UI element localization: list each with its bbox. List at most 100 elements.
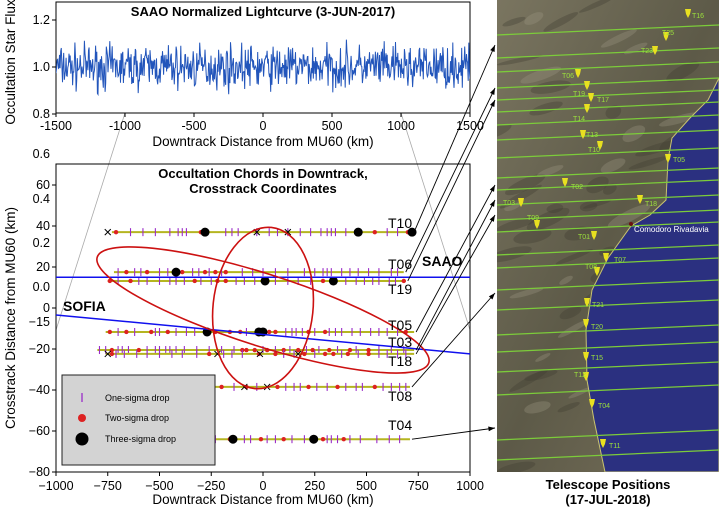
pushpin-icon [589,399,595,408]
pushpin-icon [518,198,524,207]
pin-T18: T18 [637,195,657,208]
two-sigma-mark [192,278,197,284]
shadow-track-line [497,179,719,191]
terrain-patch [557,402,580,413]
two-sigma-mark [144,269,150,275]
lightcurve-xlabel: Downtrack Distance from MU60 (km) [152,134,373,149]
pushpin-icon [600,439,606,448]
legend-three-sigma-marker [75,432,89,446]
pushpin-icon [665,154,671,163]
terrain-patch [666,61,700,82]
three-sigma-mark [353,227,363,237]
chord-T05 [105,327,415,337]
terrain-patch [603,183,617,195]
shadow-track-line [497,47,719,59]
pin-label: T04 [598,403,610,410]
chords-xlabel: Downtrack Distance from MU60 (km) [152,492,373,507]
x-tick-label: −500 [145,479,173,493]
chords-title-line1: Occultation Chords in Downtrack, [158,166,367,181]
pin-label: T06 [562,73,574,80]
two-sigma-mark [258,437,264,442]
chords-axis-ticks: −1000 −750 −500 −250 0 250 500 750 1000 60 40 20 0 −2… [29,147,484,493]
chord-T03 [97,346,415,355]
three-sigma-mark [171,267,181,277]
two-sigma-mark [273,351,278,357]
pushpin-icon [534,220,540,229]
chord-label-T18: T18 [388,353,412,369]
sofia-label: SOFIA [63,298,106,314]
x-tick-label: 1000 [456,479,484,493]
shadow-track-line [497,167,719,179]
pushpin-icon [584,104,590,113]
map-sea [585,77,719,472]
pin-T25: T25 [662,30,674,41]
two-sigma-mark [320,437,326,442]
pushpin-icon [637,195,643,204]
pin-label: T14 [573,116,585,123]
pin-T10: T10 [588,141,603,154]
terrain-patch [509,369,549,392]
terrain-patch [635,139,681,157]
shadow-track-line [497,341,719,353]
pin-label: T21 [592,302,604,309]
terrain-patch [505,173,546,196]
three-sigma-mark [200,227,210,237]
connector-T04 [411,426,496,440]
pin-label: T20 [591,324,603,331]
pin-T15: T15 [583,352,603,362]
two-sigma-mark [341,437,346,442]
pin-label: T23 [641,48,653,55]
y-tick-label: −20 [29,342,50,356]
two-sigma-mark [223,278,228,284]
pin-label: T07 [614,257,626,264]
terrain-patch [520,66,562,84]
two-sigma-mark [320,278,326,284]
legend: One-sigma drop Two-sigma drop Three-sigm… [61,374,216,466]
shadow-track-line [497,449,719,461]
x-tick-label: −750 [94,479,122,493]
x-tick-label: -500 [181,119,206,133]
two-sigma-mark [107,329,113,335]
two-sigma-mark [113,229,119,235]
terrain-patch [502,16,526,27]
x-tick-label: 250 [304,479,325,493]
zoom-guide-left [55,112,126,331]
chord-T19 [107,276,406,286]
pushpin-icon [583,352,589,361]
shadow-track-line [497,279,719,291]
x-mark [104,228,112,236]
lightcurve-axis-ticks: -1500 -1000 -500 0 500 1000 1500 0.8 1.0 1.2 [33,13,484,133]
connector-T03 [415,199,496,351]
pin-T01: T01 [578,231,597,241]
pin-label: T02 [571,184,583,191]
connector-T08 [411,292,496,388]
saao-label: SAAO [422,253,463,269]
shadow-tracks [497,24,719,461]
y-tick-label: 0.8 [33,107,50,121]
pin-T19: T19 [573,81,590,98]
x-mark [256,350,264,358]
connector-line [407,99,496,282]
three-sigma-mark [328,276,338,286]
pin-label: T11 [609,443,621,450]
x-tick-label: 1500 [456,119,484,133]
legend-three-sigma: Three-sigma drop [105,434,176,444]
terrain-patch [497,54,543,66]
y-tick-label: −80 [29,465,50,479]
two-sigma-mark [206,351,212,357]
terrain-patch [624,42,648,55]
shape-ellipse-round [211,226,315,390]
x-tick-label: 0 [260,119,267,133]
terrain-patch [524,12,544,25]
pushpin-icon [575,69,581,78]
connector-line [415,184,496,333]
pin-label: T10 [588,147,600,154]
terrain-patch [607,204,651,228]
three-sigma-mark [407,227,417,237]
two-sigma-mark [345,351,351,357]
pin-label: T19 [573,91,585,98]
pin-T06: T06 [562,69,581,80]
pin-T04: T04 [589,399,610,410]
pin-label: T13 [586,132,598,139]
